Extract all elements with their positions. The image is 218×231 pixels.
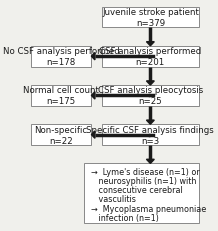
FancyBboxPatch shape [102,86,199,106]
Polygon shape [146,43,154,47]
Polygon shape [91,92,95,100]
Polygon shape [146,82,154,86]
Text: Specific CSF analysis findings
n=3: Specific CSF analysis findings n=3 [87,125,214,145]
Text: CSF analysis pleocytosis
n=25: CSF analysis pleocytosis n=25 [98,86,203,106]
FancyBboxPatch shape [31,47,91,67]
Text: infection (n=1): infection (n=1) [91,213,159,222]
Polygon shape [146,160,154,164]
FancyBboxPatch shape [84,164,199,223]
FancyBboxPatch shape [102,47,199,67]
Text: No CSF analysis performed
n=178: No CSF analysis performed n=178 [3,47,119,67]
Text: neurosyphilis (n=1) with: neurosyphilis (n=1) with [91,176,197,185]
Polygon shape [91,53,95,61]
Text: →  Mycoplasma pneumoniae: → Mycoplasma pneumoniae [91,204,207,213]
FancyBboxPatch shape [102,125,199,145]
FancyBboxPatch shape [102,8,199,28]
FancyBboxPatch shape [31,86,91,106]
Text: consecutive cerebral: consecutive cerebral [91,185,183,194]
Polygon shape [146,121,154,125]
Text: Normal cell count
n=175: Normal cell count n=175 [23,86,99,106]
Text: →  Lyme's disease (n=1) or: → Lyme's disease (n=1) or [91,167,200,176]
Text: Non-specific
n=22: Non-specific n=22 [34,125,87,145]
Polygon shape [91,131,95,139]
FancyBboxPatch shape [31,125,91,145]
Text: Juvenile stroke patient
n=379: Juvenile stroke patient n=379 [102,8,199,28]
Text: vasculitis: vasculitis [91,195,136,204]
Text: CSF analysis performed
n=201: CSF analysis performed n=201 [99,47,201,67]
